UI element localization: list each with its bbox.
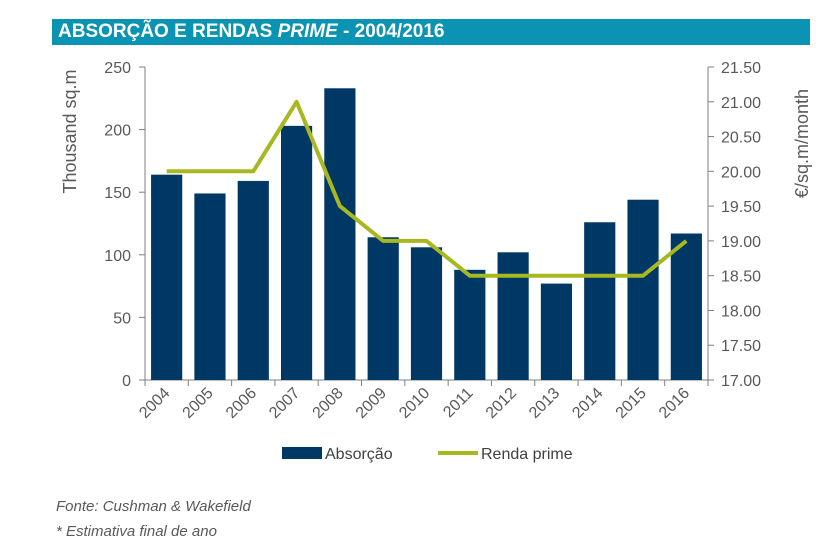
legend-swatch-absorcao xyxy=(282,447,322,459)
legend: Absorção Renda prime xyxy=(282,446,573,463)
y2-tick-label: 21.00 xyxy=(721,95,761,112)
x-tick-label: 2011 xyxy=(440,385,476,421)
chart-title: ABSORÇÃO E RENDAS PRIME - 2004/2016 xyxy=(52,19,810,45)
estimate-note: * Estimativa final de ano xyxy=(56,523,217,540)
x-tick-label: 2007 xyxy=(266,385,303,422)
line-series xyxy=(166,99,688,278)
legend-label-absorcao: Absorção xyxy=(325,446,393,463)
x-tick-label: 2006 xyxy=(223,385,260,422)
bars xyxy=(151,88,702,381)
source-note: Fonte: Cushman & Wakefield xyxy=(56,498,251,515)
legend-label-renda: Renda prime xyxy=(481,446,573,463)
bar-2015 xyxy=(627,199,659,380)
y2-tick-label: 20.00 xyxy=(721,164,761,181)
bar-2013 xyxy=(540,283,573,380)
x-tick-label: 2005 xyxy=(180,385,217,422)
y-tick-label: 50 xyxy=(113,310,131,327)
y-tick-label: 100 xyxy=(104,248,131,265)
x-tick-label: 2013 xyxy=(526,385,563,422)
y2-tick-label: 19.50 xyxy=(721,199,761,216)
title-italic: PRIME xyxy=(277,21,338,42)
y-axis-title: Thousand sq.m xyxy=(60,69,80,193)
x-tick-label: 2016 xyxy=(656,385,693,422)
y-tick-label: 150 xyxy=(104,185,131,202)
y2-axis-title: €/sq.m/month xyxy=(792,89,812,198)
bar-2007 xyxy=(280,125,313,381)
x-tick-label: 2012 xyxy=(483,385,520,422)
bar-2014 xyxy=(584,222,616,380)
y2-tick-label: 18.00 xyxy=(721,303,761,320)
bar-2011 xyxy=(454,269,486,380)
y2-tick-label: 18.50 xyxy=(721,269,761,286)
bar-2005 xyxy=(194,193,226,380)
y-tick-label: 250 xyxy=(104,60,131,77)
title-prefix: ABSORÇÃO E RENDAS xyxy=(58,21,278,42)
y-tick-label: 200 xyxy=(104,123,131,140)
y2-tick-label: 19.00 xyxy=(721,234,761,251)
x-tick-label: 2008 xyxy=(310,385,347,422)
x-tick-label: 2015 xyxy=(613,385,650,422)
y2-tick-label: 21.50 xyxy=(721,60,761,77)
x-tick-label: 2004 xyxy=(136,385,173,422)
bar-2004 xyxy=(151,174,183,380)
y-tick-label: 0 xyxy=(122,373,131,390)
y2-tick-label: 17.50 xyxy=(721,338,761,355)
x-tick-label: 2014 xyxy=(569,385,606,422)
y2-tick-label: 17.00 xyxy=(721,373,761,390)
bar-2008 xyxy=(324,88,356,380)
bar-2016 xyxy=(670,233,702,380)
x-tick-label: 2010 xyxy=(396,385,433,422)
x-tick-label: 2009 xyxy=(353,385,390,422)
y2-tick-label: 20.50 xyxy=(721,130,761,147)
bar-2010 xyxy=(410,247,443,380)
bar-2012 xyxy=(497,252,529,380)
bar-2006 xyxy=(237,180,269,380)
title-suffix: - 2004/2016 xyxy=(337,21,445,42)
bar-2009 xyxy=(367,237,399,380)
